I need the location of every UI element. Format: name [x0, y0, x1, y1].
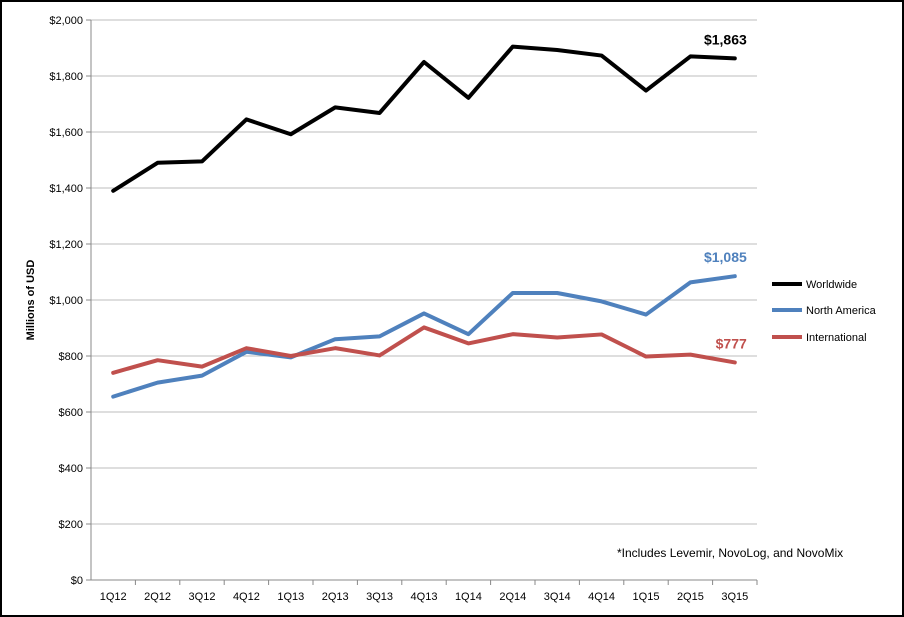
x-tick-label: 1Q13: [277, 591, 304, 603]
footnote-annotation: *Includes Levemir, NovoLog, and NovoMix: [617, 546, 843, 560]
y-tick-label: $1,200: [49, 239, 83, 251]
series-line-north-america: [111, 274, 737, 399]
x-tick-label: 4Q12: [233, 591, 260, 603]
legend-label: International: [806, 332, 867, 344]
series-end-labels: $1,863 $1,085 $777: [704, 31, 747, 351]
y-tick-label: $1,400: [49, 183, 83, 195]
x-axis-ticks: 1Q12 2Q12 3Q12 4Q12 1Q13 2Q13 3Q13 4Q13 1Q14 2Q14…: [100, 580, 758, 603]
y-tick-label: $200: [59, 519, 83, 531]
legend-label: Worldwide: [806, 279, 857, 291]
y-tick-label: $2,000: [49, 15, 83, 27]
series-line-international: [111, 325, 737, 375]
x-tick-label: 4Q14: [588, 591, 615, 603]
y-tick-label: $800: [59, 351, 83, 363]
series-lines: [111, 44, 737, 399]
y-tick-label: $1,800: [49, 71, 83, 83]
x-tick-label: 2Q13: [322, 591, 349, 603]
y-tick-label: $600: [59, 407, 83, 419]
gridlines: [91, 19, 757, 525]
end-value-label: $1,085: [704, 249, 747, 265]
legend-label: North America: [806, 305, 877, 317]
x-tick-label: 3Q13: [366, 591, 393, 603]
y-tick-label: $1,600: [49, 127, 83, 139]
x-tick-label: 2Q14: [499, 591, 526, 603]
legend: Worldwide North America International: [772, 279, 877, 344]
x-tick-label: 1Q12: [100, 591, 127, 603]
end-value-label: $777: [716, 335, 747, 351]
x-tick-label: 1Q14: [455, 591, 482, 603]
x-tick-label: 4Q13: [411, 591, 438, 603]
end-value-label: $1,863: [704, 31, 747, 47]
x-tick-label: 2Q12: [144, 591, 171, 603]
x-tick-label: 3Q12: [189, 591, 216, 603]
y-tick-label: $400: [59, 463, 83, 475]
y-tick-label: $1,000: [49, 295, 83, 307]
y-axis-ticks: $0 $200 $400 $600 $800 $1,000 $1,200 $1,400 $1,6…: [49, 15, 91, 587]
y-axis-title: Millions of USD: [25, 260, 37, 341]
x-tick-label: 3Q15: [721, 591, 748, 603]
y-tick-label: $0: [71, 575, 83, 587]
x-tick-label: 3Q14: [544, 591, 571, 603]
series-line-worldwide: [111, 44, 737, 193]
x-tick-label: 1Q15: [633, 591, 660, 603]
x-tick-label: 2Q15: [677, 591, 704, 603]
